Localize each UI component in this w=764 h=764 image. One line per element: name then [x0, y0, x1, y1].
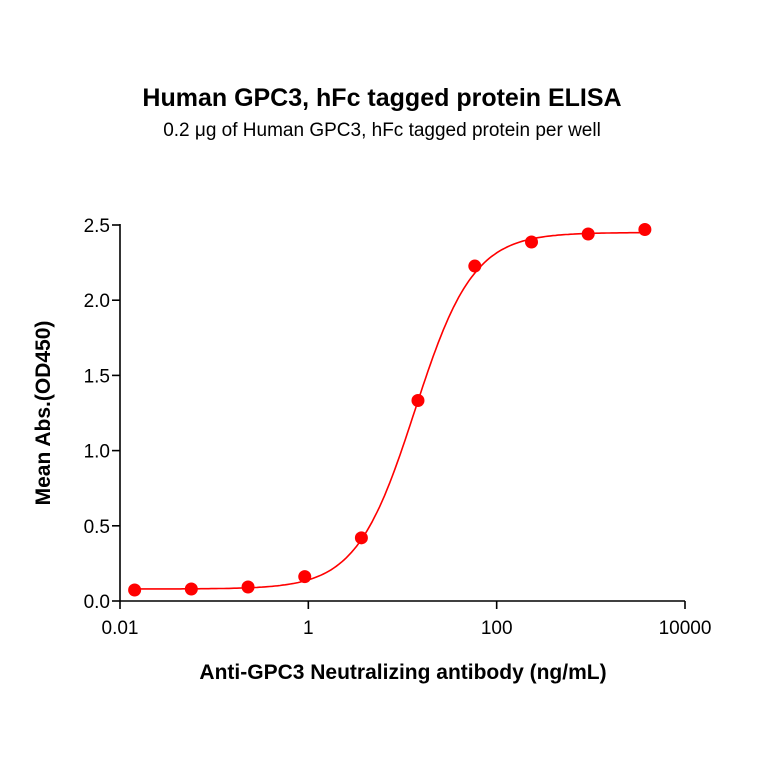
y-axis-label: Mean Abs.(OD450)	[32, 321, 55, 506]
fit-curve	[134, 231, 645, 590]
y-tick-label: 2.5	[84, 216, 110, 237]
data-point	[638, 223, 652, 237]
y-tick-label: 0.5	[84, 517, 110, 538]
data-point	[298, 570, 312, 584]
y-tick-label: 2.0	[84, 291, 110, 312]
data-point	[184, 582, 198, 596]
data-point	[241, 580, 255, 594]
data-point	[581, 227, 595, 241]
chart-subtitle: 0.2 μg of Human GPC3, hFc tagged protein…	[163, 120, 601, 141]
data-point	[411, 394, 425, 408]
x-tick-label: 100	[481, 618, 513, 639]
x-tick-label: 1	[303, 618, 314, 639]
x-tick-label: 10000	[659, 618, 712, 639]
y-tick-label: 1.0	[84, 442, 110, 463]
data-point	[128, 583, 142, 597]
data-point	[354, 531, 368, 545]
x-axis-label: Anti-GPC3 Neutralizing antibody (ng/mL)	[199, 661, 606, 684]
chart-title: Human GPC3, hFc tagged protein ELISA	[142, 84, 622, 112]
data-point	[468, 259, 482, 273]
x-tick-label: 0.01	[102, 618, 139, 639]
y-tick-label: 1.5	[84, 366, 110, 387]
data-point	[525, 235, 539, 249]
y-tick-label: 0.0	[84, 592, 110, 613]
